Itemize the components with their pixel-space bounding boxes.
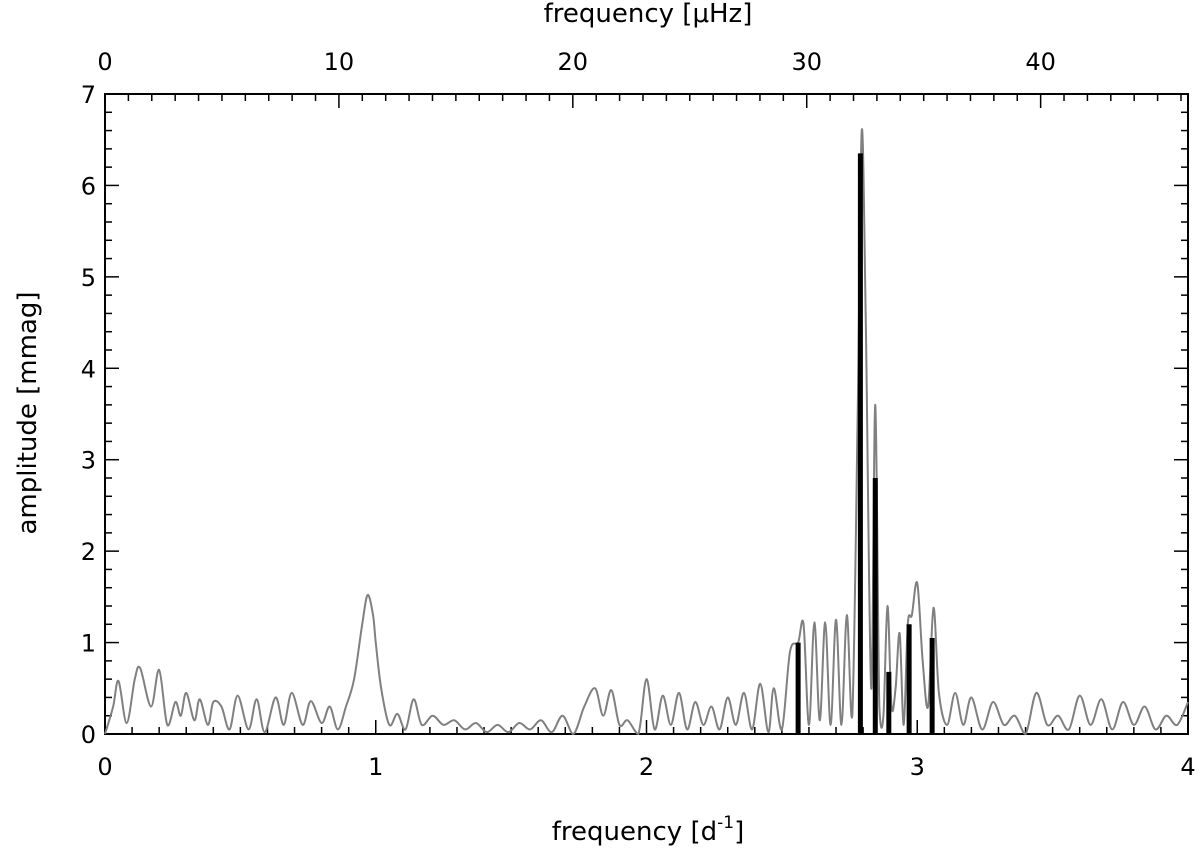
y-tick-label: 6 bbox=[81, 172, 96, 200]
x2-tick-label: 40 bbox=[1025, 48, 1056, 76]
y-axis-title: amplitude [mmag] bbox=[13, 291, 43, 534]
y-tick-label: 1 bbox=[81, 630, 96, 658]
x-axis-title: frequency [d-1] bbox=[552, 813, 744, 847]
x-tick-label: 2 bbox=[639, 753, 654, 781]
x2-tick-label: 20 bbox=[558, 48, 589, 76]
y-tick-label: 2 bbox=[81, 538, 96, 566]
x2-axis-title: frequency [μHz] bbox=[544, 0, 753, 29]
series-layer bbox=[104, 128, 1189, 736]
x2-tick-label: 0 bbox=[97, 48, 112, 76]
axis-ticks bbox=[104, 93, 1189, 735]
x-tick-label: 1 bbox=[368, 753, 383, 781]
amplitude-spectrum-line bbox=[104, 128, 1189, 736]
x-axis-title-end: ] bbox=[734, 817, 744, 847]
x-axis-title-main: frequency [d bbox=[552, 817, 717, 847]
x-tick-label: 4 bbox=[1180, 753, 1195, 781]
x2-tick-label: 30 bbox=[791, 48, 822, 76]
plot-frame bbox=[104, 93, 1189, 735]
x-tick-label: 0 bbox=[97, 753, 112, 781]
y-tick-label: 4 bbox=[81, 355, 96, 383]
y-tick-label: 3 bbox=[81, 447, 96, 475]
y-tick-label: 5 bbox=[81, 264, 96, 292]
y-tick-label: 7 bbox=[81, 81, 96, 109]
y-tick-label: 0 bbox=[81, 721, 96, 749]
x2-tick-label: 10 bbox=[324, 48, 355, 76]
x-tick-label: 3 bbox=[910, 753, 925, 781]
x-axis-title-sup: -1 bbox=[717, 813, 734, 833]
